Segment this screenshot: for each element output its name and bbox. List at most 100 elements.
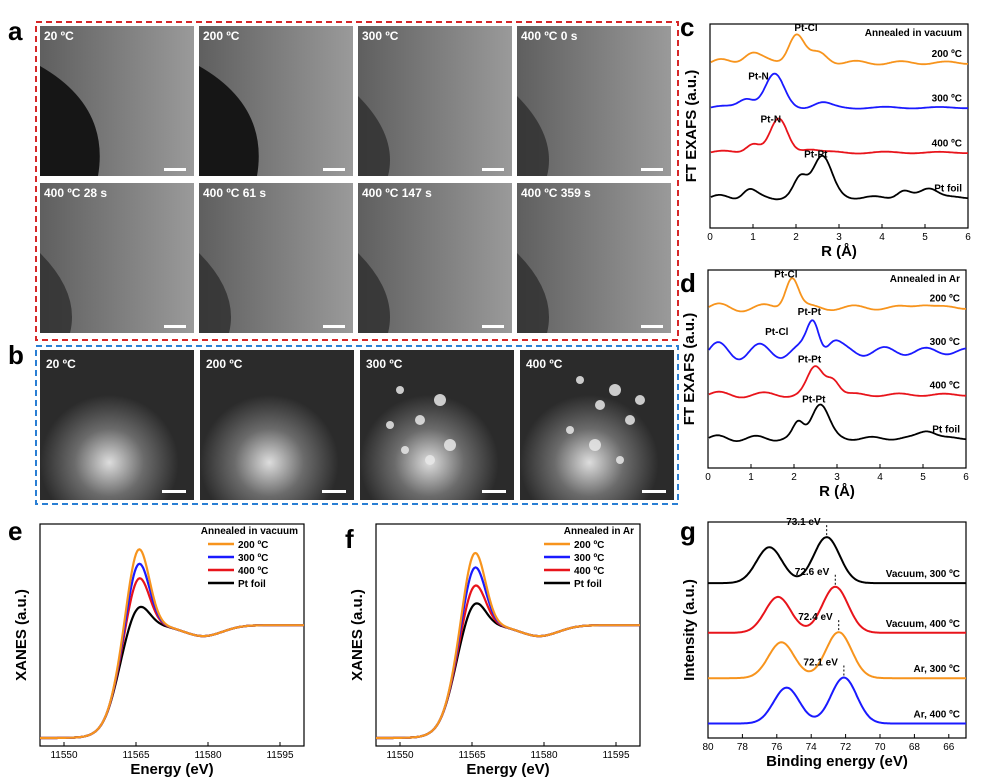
exafs-line-3 (708, 365, 966, 399)
x-tick-label: 4 (877, 472, 883, 483)
legend-label-3: 400 ºC (238, 566, 268, 577)
peak-label-1: Pt-Cl (794, 23, 818, 34)
peak-label-extra-2: Pt-Cl (765, 327, 789, 338)
peak-label-2: Pt-Pt (798, 307, 822, 318)
scale-bar-b-3 (482, 490, 506, 493)
legend-title: Annealed in vacuum (201, 526, 298, 537)
nanoparticle-b-3-5 (425, 455, 435, 465)
x-tick-label: 11580 (530, 750, 558, 761)
peak-energy-label-3: 72.4 eV (798, 612, 833, 623)
x-tick-label: 11550 (386, 750, 414, 761)
exafs-line-2 (708, 319, 967, 361)
series-label-3: Ar, 300 ºC (914, 664, 960, 675)
y-axis-title: FT EXAFS (a.u.) (683, 70, 700, 183)
y-axis-title: XANES (a.u.) (13, 589, 30, 681)
series-label-2: 300 ºC (932, 94, 962, 105)
scale-bar-b-2 (322, 490, 346, 493)
x-tick-label: 80 (702, 742, 714, 753)
x-tick-label: 68 (909, 742, 921, 753)
xanes-line-3 (40, 577, 304, 740)
dark-region-a-5 (40, 253, 72, 333)
panel-letter-g: g (680, 516, 696, 546)
legend-label-2: 300 ºC (574, 553, 604, 564)
micrograph-label-a-3: 300 ºC (362, 29, 399, 43)
xanes-line-4 (376, 602, 640, 740)
xps-line-2 (708, 585, 966, 634)
x-tick-label: 76 (771, 742, 783, 753)
peak-label-3: Pt-N (761, 115, 782, 126)
chart-g-xps: 80 78 76 74 72 70 68 66 Binding energy (eV) Inten… (681, 517, 967, 770)
legend-title: Annealed in Ar (564, 526, 634, 537)
micrograph-label-a-5: 400 ºC 28 s (44, 186, 107, 200)
micrograph-label-a-4: 400 ºC 0 s (521, 29, 578, 43)
x-tick-label: 6 (963, 472, 969, 483)
xanes-line-3 (376, 584, 640, 740)
nanoparticle-b-4-8 (635, 395, 645, 405)
legend-label-1: 200 ºC (238, 540, 268, 551)
x-tick-label: 0 (705, 472, 711, 483)
x-tick-label: 11550 (50, 750, 78, 761)
legend-label-4: Pt foil (238, 579, 266, 590)
scale-bar-a-5 (164, 325, 186, 328)
micrograph-b-2 (200, 350, 354, 500)
xps-line-4 (708, 676, 966, 725)
x-tick-label: 0 (707, 232, 713, 243)
nanoparticle-b-4-1 (576, 376, 584, 384)
dark-region-a-4 (517, 96, 549, 176)
panel-letter-f: f (345, 524, 354, 554)
x-tick-label: 3 (834, 472, 840, 483)
exafs-line-2 (710, 72, 968, 110)
series-label-2: 300 ºC (930, 337, 960, 348)
exafs-line-1 (708, 277, 966, 313)
x-tick-label: 5 (920, 472, 926, 483)
nanoparticle-b-4-3 (609, 384, 621, 396)
nanoparticle-b-4-6 (589, 439, 601, 451)
scale-bar-a-2 (323, 168, 345, 171)
chart-e-xanes-vacuum: 11550 11565 11580 11595 Energy (eV) XANES (a.… (13, 523, 305, 778)
x-tick-label: 78 (737, 742, 749, 753)
x-tick-label: 2 (791, 472, 797, 483)
xanes-line-2 (376, 566, 640, 740)
x-tick-label: 5 (922, 232, 928, 243)
chart-d-exafs-ar: 0 1 2 3 4 5 6 R (Å) FT EXAFS (a.u.) 200 ºC Pt-Cl 30… (681, 269, 969, 500)
exafs-line-4 (708, 403, 967, 443)
dark-region-a-8 (517, 253, 549, 333)
plot-frame (707, 521, 967, 739)
dark-region-a-1 (40, 66, 100, 176)
nanoparticle-b-4-2 (595, 400, 605, 410)
dark-region-a-2 (199, 66, 259, 176)
peak-label-4: Pt-Pt (802, 394, 826, 405)
xanes-line-1 (376, 551, 640, 740)
dark-region-a-3 (358, 96, 390, 176)
scale-bar-b-1 (162, 490, 186, 493)
legend-label-3: 400 ºC (574, 566, 604, 577)
micrograph-label-a-7: 400 ºC 147 s (362, 186, 432, 200)
scale-bar-a-6 (323, 325, 345, 328)
scale-bar-a-7 (482, 325, 504, 328)
nanoparticle-b-3-7 (386, 421, 394, 429)
series-label-4: Ar, 400 ºC (914, 710, 960, 721)
x-tick-label: 3 (836, 232, 842, 243)
x-axis-title: Energy (eV) (466, 761, 549, 778)
series-label-1: 200 ºC (932, 49, 962, 60)
peak-energy-label-4: 72.1 eV (803, 658, 838, 669)
plot-frame (39, 523, 305, 747)
nanoparticle-b-3-4 (401, 446, 409, 454)
exafs-line-4 (710, 154, 968, 201)
nanoparticle-b-3-2 (415, 415, 425, 425)
x-axis-title: R (Å) (821, 243, 857, 260)
chart-annotation: Annealed in Ar (890, 274, 960, 285)
micrograph-label-b-2: 200 ºC (206, 357, 243, 371)
panel-letter-a: a (8, 16, 23, 46)
peak-energy-label-2: 72.6 eV (795, 567, 830, 578)
micrograph-label-b-4: 400 ºC (526, 357, 563, 371)
scale-bar-b-4 (642, 490, 666, 493)
xps-line-1 (708, 536, 966, 585)
x-tick-label: 1 (750, 232, 756, 243)
micrograph-b-3 (360, 350, 514, 500)
series-label-4: Pt foil (934, 183, 962, 194)
x-tick-label: 6 (965, 232, 971, 243)
scale-bar-a-8 (641, 325, 663, 328)
legend-label-1: 200 ºC (574, 540, 604, 551)
